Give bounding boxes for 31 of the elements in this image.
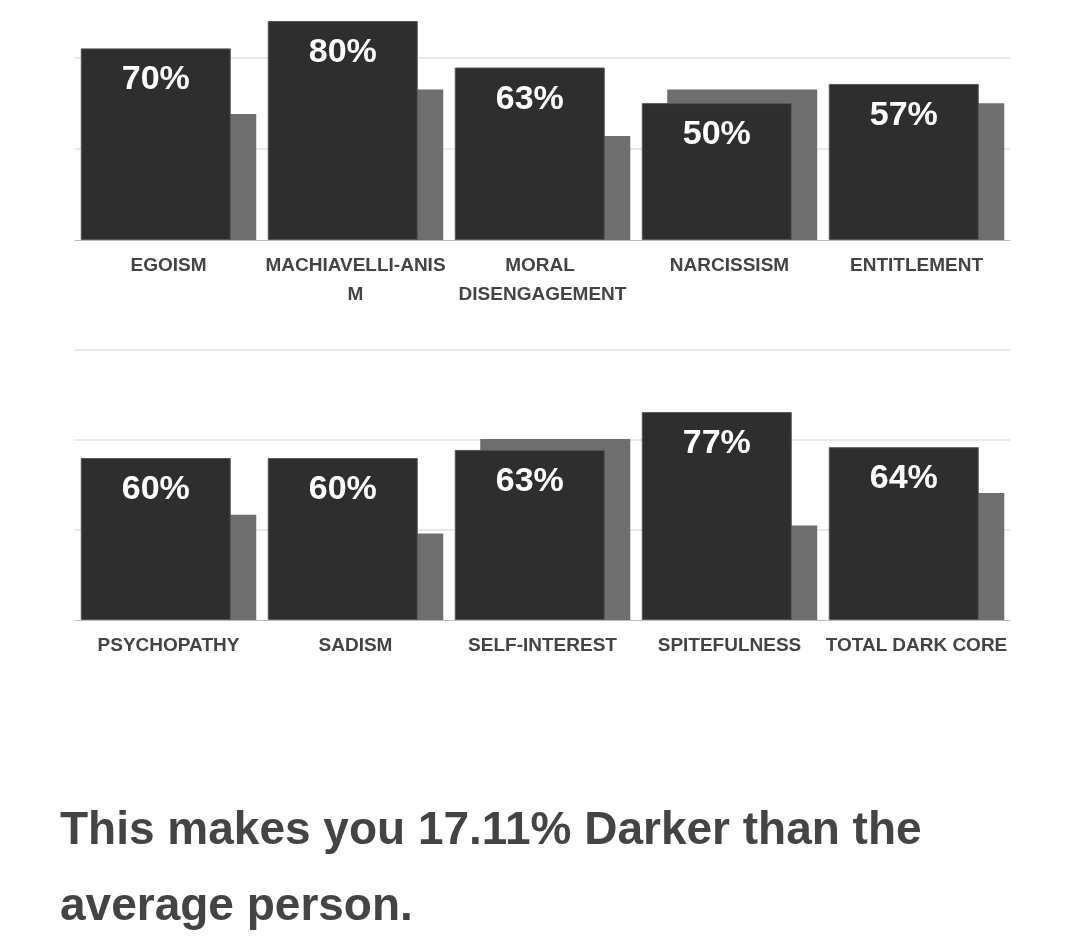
data-label: 70% <box>121 58 190 97</box>
bar <box>641 103 792 240</box>
bar <box>80 48 231 240</box>
x-tick-label: EGOISM <box>130 254 207 275</box>
x-tick-label: MORAL DISENGAGEMENT <box>458 254 627 304</box>
x-tick-label: SADISM <box>318 634 393 655</box>
bar <box>267 21 418 240</box>
data-label: 77% <box>682 422 751 461</box>
bar <box>454 449 605 620</box>
bar <box>828 447 979 620</box>
x-tick-label: TOTAL DARK CORE <box>825 634 1008 655</box>
data-label: 50% <box>682 113 751 152</box>
x-tick-label: SPITEFULNESS <box>657 634 802 655</box>
data-label: 80% <box>308 31 377 69</box>
text: This makes you 17.11% Darker than the average person. <box>60 801 923 932</box>
data-label: 60% <box>121 468 190 506</box>
data-label: 64% <box>869 457 938 496</box>
bar <box>454 67 605 240</box>
data-label: 63% <box>495 77 564 116</box>
bar <box>267 458 418 620</box>
x-tick-label: SELF-INTEREST <box>468 634 618 655</box>
x-tick-label: ENTITLEMENT <box>850 254 984 275</box>
data-label: 60% <box>308 468 377 506</box>
data-label: 57% <box>869 93 938 132</box>
bar <box>80 458 231 620</box>
data-label: 63% <box>495 459 564 498</box>
bar <box>641 412 792 620</box>
x-tick-label: NARCISSISM <box>669 254 790 275</box>
bar <box>828 83 979 240</box>
x-tick-label: PSYCHOPATHY <box>97 634 240 655</box>
x-tick-label: MACHIAVELLI-ANISM <box>265 254 446 304</box>
